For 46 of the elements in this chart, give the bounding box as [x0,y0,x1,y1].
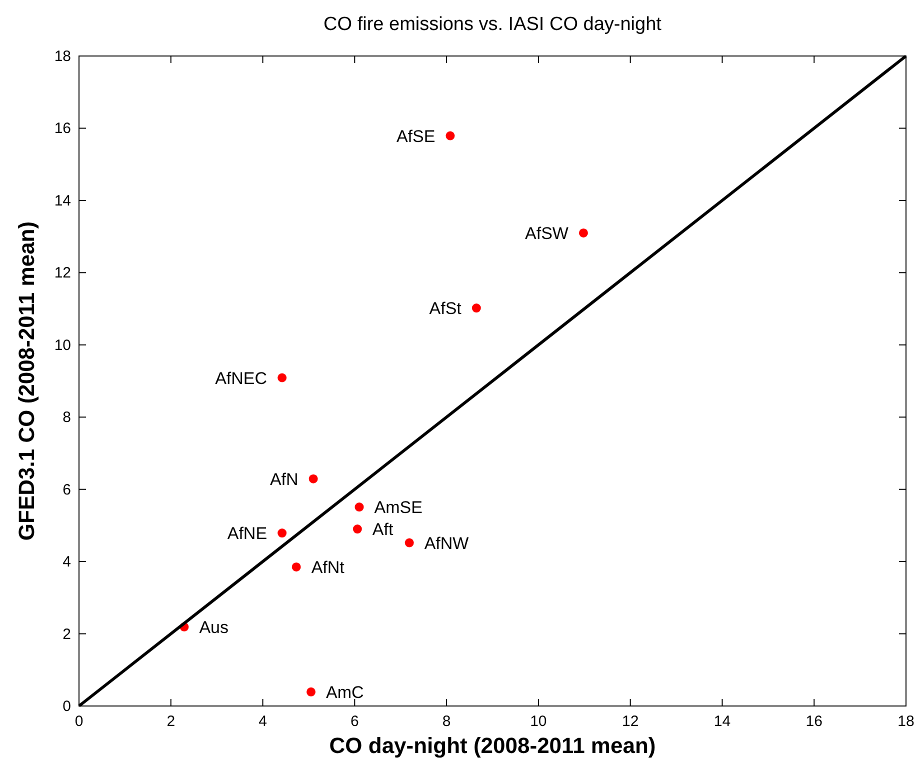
annotation: AfNt [311,558,345,577]
x-tick-label: 12 [622,713,639,730]
x-tick-label: 8 [442,713,451,730]
x-tick-label: 16 [806,713,822,730]
point [578,228,588,238]
y-tick-label: 16 [54,120,71,138]
y-tick-label: 10 [54,336,71,354]
annotation: AmC [326,682,364,702]
y-tick-label: 2 [62,626,71,643]
annotation: AfSE [396,126,436,146]
annotation: Aus [199,618,229,637]
point [354,502,364,512]
point [352,524,362,534]
point [278,528,287,538]
x-tick-label: 2 [166,713,176,730]
annotation: AfSt [429,299,462,318]
x-tick-label: 18 [898,713,914,730]
x-tick-label: 0 [74,713,84,730]
annotation: AfNEC [215,368,268,388]
x-tick-label: 14 [714,713,731,730]
y-tick-label: 18 [54,48,71,65]
y-tick-label: 0 [62,698,71,715]
y-tick-label: 6 [62,481,71,498]
point [472,304,481,313]
point [446,131,455,140]
point [306,687,316,696]
x-axis-title: CO day-night (2008-2011 mean) [329,733,656,758]
x-tick-label: 6 [350,713,359,730]
chart-title: CO fire emissions vs. IASI CO day-night [324,14,662,35]
annotation: Aft [372,520,394,540]
x-tick-label: 4 [258,713,267,730]
point [404,538,414,548]
y-tick-label: 14 [54,192,71,210]
point [292,562,301,572]
x-tick-label: 10 [530,713,547,730]
y-tick-label: 8 [62,409,71,426]
y-tick-label: 4 [62,554,71,571]
y-axis-title: GFED3.1 CO (2008-2011 mean) [14,221,39,541]
point [278,373,287,382]
annotation: AfNE [227,524,268,544]
annotation: AfSW [525,224,568,243]
annotation: AmSE [374,498,422,518]
y-tick-label: 12 [54,264,71,282]
annotation: AfNW [424,534,469,553]
annotation: AfN [270,470,298,489]
point [308,474,318,484]
